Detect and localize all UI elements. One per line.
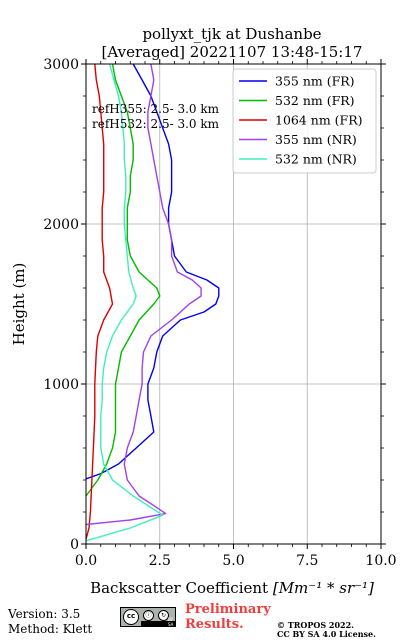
axis-ticks: 0.0 2.5 5.0 7.5 10.0 0 1000 2000 3000 <box>43 57 396 569</box>
x-axis-label-unit: [Mm⁻¹ * sr⁻¹] <box>273 579 374 597</box>
legend-label-4: 532 nm (NR) <box>275 152 357 167</box>
y-axis-label: Height (m) <box>10 263 28 346</box>
share-alike-icon: ↻ <box>158 610 169 621</box>
data-series-layer <box>86 64 220 542</box>
cc-logo-icon: cc <box>123 609 139 625</box>
legend-label-3: 355 nm (NR) <box>275 132 357 147</box>
x-tick-label: 5.0 <box>222 553 244 569</box>
series-line-3 <box>86 64 202 526</box>
version-label: Version: 3.5 <box>8 607 81 621</box>
legend-label-0: 355 nm (FR) <box>275 74 355 89</box>
series-line-0 <box>86 64 220 480</box>
series-line-4 <box>86 64 164 542</box>
x-tick-label: 10.0 <box>365 553 396 569</box>
backscatter-profile-chart: pollyxt_tjk at Dushanbe [Averaged] 20221… <box>10 25 397 597</box>
series-line-2 <box>86 64 114 540</box>
preliminary-results-line1: Preliminary <box>185 602 271 617</box>
reference-height-annotations: refH355: 2.5- 3.0 km refH532: 2.5- 3.0 k… <box>92 102 220 131</box>
legend: 355 nm (FR) 532 nm (FR) 1064 nm (FR) 355 nm… <box>232 68 377 174</box>
x-tick-label: 0.0 <box>75 553 97 569</box>
series-line-1 <box>86 64 161 497</box>
badge-text: BY SA <box>168 617 174 627</box>
x-tick-label: 7.5 <box>296 553 318 569</box>
x-axis-label-text: Backscatter Coefficient <box>90 579 273 597</box>
y-tick-label: 1000 <box>43 377 79 393</box>
x-axis-label: Backscatter Coefficient [Mm⁻¹ * sr⁻¹] <box>90 579 374 597</box>
x-tick-label: 2.5 <box>149 553 171 569</box>
chart-title-line1: pollyxt_tjk at Dushanbe <box>142 25 321 43</box>
y-tick-label: 2000 <box>43 217 79 233</box>
legend-box <box>232 68 377 174</box>
chart-title-line2: [Averaged] 20221107 13:48-15:17 <box>102 43 363 61</box>
attribution-icon: ⓘ <box>143 610 154 621</box>
annotation-refh532: refH532: 2.5- 3.0 km <box>92 117 220 131</box>
preliminary-results-line2: Results. <box>185 617 244 632</box>
copyright-line1: © TROPOS 2022. <box>277 620 354 630</box>
badge-bar: BY SA <box>141 617 175 627</box>
legend-label-2: 1064 nm (FR) <box>275 113 363 128</box>
method-label: Method: Klett <box>8 622 93 636</box>
y-tick-label: 3000 <box>43 57 79 73</box>
y-tick-label: 0 <box>70 537 79 553</box>
cc-license-badge: cc ⓘ ↻ BY SA <box>120 607 176 627</box>
annotation-refh355: refH355: 2.5- 3.0 km <box>92 102 220 116</box>
copyright-line2: CC BY SA 4.0 License. <box>277 629 376 639</box>
legend-label-1: 532 nm (FR) <box>275 93 355 108</box>
